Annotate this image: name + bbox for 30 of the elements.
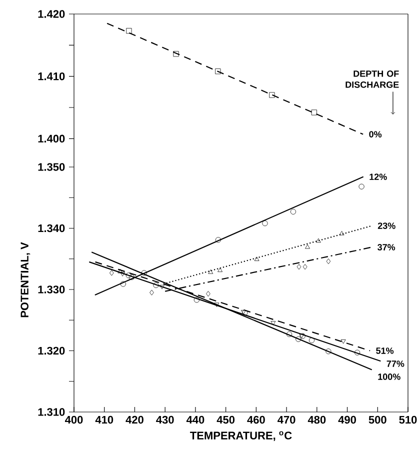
y-tick-label: 1.310 <box>38 408 65 416</box>
x-tick-label: 510 <box>399 416 417 424</box>
x-tick-label: 410 <box>95 416 114 424</box>
x-tick-label: 480 <box>308 416 326 424</box>
y-tick-label: 1.340 <box>38 224 65 232</box>
x-tick-label: 430 <box>156 416 174 424</box>
series-label: 37% <box>378 244 396 250</box>
y-tick-label: 1.350 <box>38 163 65 171</box>
y-tick-label: 1.330 <box>38 286 65 294</box>
x-tick-label: 440 <box>186 416 204 424</box>
x-tick-label: 400 <box>64 416 83 424</box>
y-tick-label: 1.410 <box>38 72 65 80</box>
x-tick-label: 460 <box>247 416 265 424</box>
x-tick-label: 450 <box>216 416 235 424</box>
y-tick-label: 1.400 <box>38 134 65 143</box>
series-label: 12% <box>370 174 387 180</box>
y-tick-label: 1.420 <box>38 10 65 18</box>
y-tick-label: 1.320 <box>38 346 65 355</box>
legend-title: DEPTH OF DISCHARGE <box>346 70 399 88</box>
x-tick-label: 490 <box>338 416 356 424</box>
series-label: 100% <box>378 374 400 380</box>
series-label: 51% <box>376 348 394 354</box>
series-label: 23% <box>378 222 396 229</box>
y-axis-title: POTENTIAL, V <box>20 242 30 318</box>
x-tick-label: 500 <box>368 416 386 424</box>
x-tick-label: 420 <box>126 416 144 424</box>
x-tick-label: 470 <box>278 416 296 424</box>
series-label: 0% <box>369 131 382 138</box>
series-label: 77% <box>386 360 404 367</box>
x-axis-title: TEMPERATURE, $^{o}$C <box>190 431 292 442</box>
